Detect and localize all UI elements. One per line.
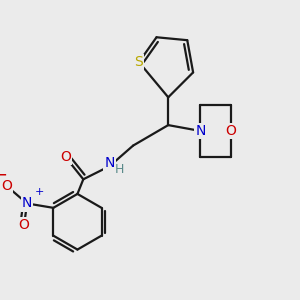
Text: +: + [34,187,44,197]
Text: O: O [1,179,12,193]
Text: N: N [195,124,206,138]
Text: −: − [0,169,8,182]
Text: N: N [22,196,32,210]
Text: O: O [19,218,29,233]
Text: H: H [115,163,124,176]
Text: O: O [226,124,237,138]
Text: O: O [60,150,71,164]
Text: S: S [135,55,143,69]
Text: N: N [104,156,115,170]
